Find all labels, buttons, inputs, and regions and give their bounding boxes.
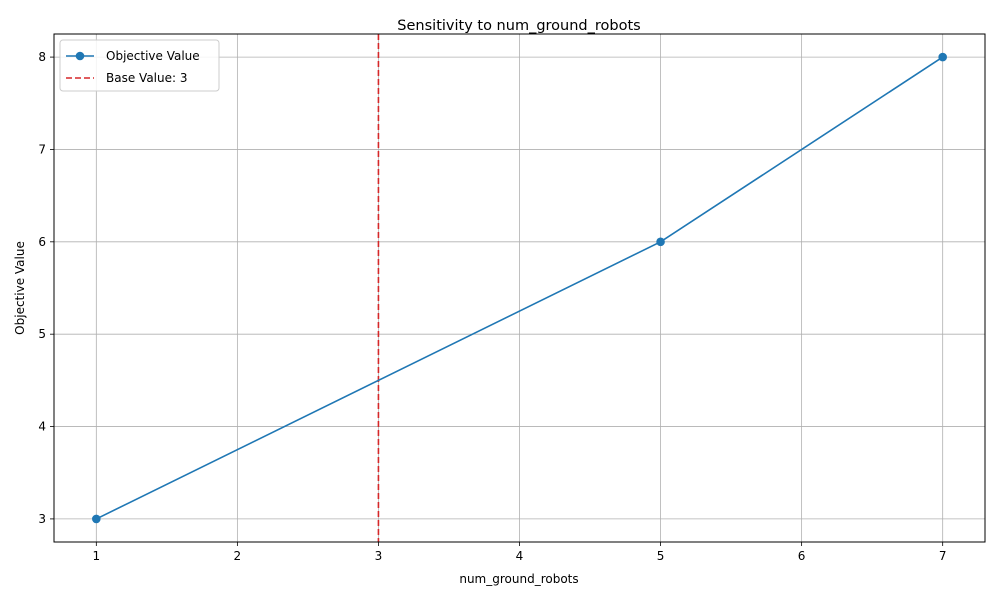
legend: Objective Value Base Value: 3 bbox=[59, 39, 220, 92]
y-tick-label: 3 bbox=[38, 512, 46, 526]
y-tick-label: 6 bbox=[38, 235, 46, 249]
x-tick-label: 1 bbox=[92, 549, 100, 563]
legend-marker bbox=[75, 51, 85, 61]
x-tick-label: 6 bbox=[798, 549, 806, 563]
y-tick-label: 8 bbox=[38, 50, 46, 64]
x-axis-label: num_ground_robots bbox=[459, 572, 578, 586]
legend-label: Base Value: 3 bbox=[106, 71, 187, 85]
y-tick-label: 5 bbox=[38, 327, 46, 341]
chart-title: Sensitivity to num_ground_robots bbox=[397, 18, 640, 34]
x-axis-ticks: 1 2 3 4 5 6 7 bbox=[92, 542, 947, 563]
y-axis-ticks: 3 4 5 6 7 8 bbox=[38, 50, 54, 526]
x-tick-label: 4 bbox=[516, 549, 524, 563]
x-tick-label: 5 bbox=[657, 549, 665, 563]
series-layer bbox=[92, 52, 947, 524]
data-point bbox=[92, 514, 101, 524]
y-tick-label: 7 bbox=[38, 142, 46, 156]
legend-box bbox=[59, 39, 220, 92]
x-tick-label: 2 bbox=[234, 549, 242, 563]
data-point bbox=[938, 52, 947, 62]
legend-label: Objective Value bbox=[106, 49, 200, 63]
y-tick-label: 4 bbox=[38, 420, 46, 434]
x-tick-label: 3 bbox=[375, 549, 383, 563]
x-tick-label: 7 bbox=[939, 549, 947, 563]
y-axis-label: Objective Value bbox=[13, 241, 27, 335]
data-point bbox=[656, 237, 665, 247]
